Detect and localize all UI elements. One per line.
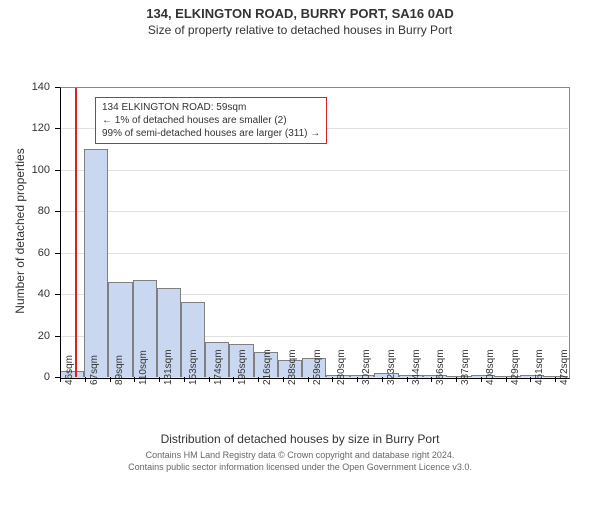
x-tick-label: 280sqm xyxy=(336,349,347,385)
x-tick-label: 366sqm xyxy=(435,349,446,385)
y-tick-mark xyxy=(55,253,60,254)
footer: Contains HM Land Registry data © Crown c… xyxy=(0,450,600,473)
y-tick-mark xyxy=(55,336,60,337)
grid-line xyxy=(60,87,568,88)
x-tick-label: 216sqm xyxy=(262,349,273,385)
y-tick-label: 120 xyxy=(25,122,50,134)
x-tick-label: 451sqm xyxy=(534,349,545,385)
grid-line xyxy=(60,170,568,171)
x-tick-label: 259sqm xyxy=(312,349,323,385)
x-tick-label: 302sqm xyxy=(361,349,372,385)
x-tick-mark xyxy=(85,377,86,382)
x-tick-label: 408sqm xyxy=(485,349,496,385)
y-tick-label: 60 xyxy=(25,247,50,259)
x-tick-mark xyxy=(308,377,309,382)
x-tick-mark xyxy=(506,377,507,382)
x-tick-mark xyxy=(407,377,408,382)
x-tick-label: 344sqm xyxy=(411,349,422,385)
x-tick-label: 323sqm xyxy=(386,349,397,385)
chart-container: 134 ELKINGTON ROAD: 59sqm← 1% of detache… xyxy=(0,37,600,432)
x-tick-mark xyxy=(357,377,358,382)
x-tick-mark xyxy=(555,377,556,382)
footer-line2: Contains public sector information licen… xyxy=(0,462,600,474)
y-tick-mark xyxy=(55,211,60,212)
x-tick-label: 46sqm xyxy=(64,355,75,385)
x-tick-mark xyxy=(209,377,210,382)
chart-title-sub: Size of property relative to detached ho… xyxy=(0,23,600,37)
chart-title-main: 134, ELKINGTON ROAD, BURRY PORT, SA16 0A… xyxy=(0,6,600,21)
footer-line1: Contains HM Land Registry data © Crown c… xyxy=(0,450,600,462)
x-tick-label: 238sqm xyxy=(287,349,298,385)
x-tick-mark xyxy=(332,377,333,382)
x-tick-label: 110sqm xyxy=(138,350,149,385)
x-tick-label: 472sqm xyxy=(559,349,570,385)
x-tick-label: 131sqm xyxy=(163,349,174,385)
x-tick-mark xyxy=(159,377,160,382)
x-tick-label: 153sqm xyxy=(188,349,199,385)
x-tick-label: 387sqm xyxy=(460,349,471,385)
y-tick-mark xyxy=(55,128,60,129)
x-tick-label: 174sqm xyxy=(213,349,224,385)
x-tick-label: 67sqm xyxy=(89,355,100,385)
y-tick-label: 140 xyxy=(25,81,50,93)
x-tick-mark xyxy=(382,377,383,382)
y-tick-label: 100 xyxy=(25,164,50,176)
x-tick-mark xyxy=(456,377,457,382)
histogram-bar xyxy=(84,149,108,377)
x-tick-label: 195sqm xyxy=(237,349,248,385)
x-tick-mark xyxy=(283,377,284,382)
marker-line xyxy=(75,87,77,377)
annotation-line: ← 1% of detached houses are smaller (2) xyxy=(102,114,320,127)
x-tick-mark xyxy=(530,377,531,382)
y-tick-label: 0 xyxy=(25,371,50,383)
x-tick-label: 429sqm xyxy=(510,349,521,385)
y-tick-label: 40 xyxy=(25,288,50,300)
x-tick-mark xyxy=(431,377,432,382)
y-tick-label: 20 xyxy=(25,330,50,342)
x-tick-mark xyxy=(481,377,482,382)
plot-area: 134 ELKINGTON ROAD: 59sqm← 1% of detache… xyxy=(60,87,568,377)
y-tick-mark xyxy=(55,87,60,88)
y-tick-mark xyxy=(55,170,60,171)
x-tick-mark xyxy=(134,377,135,382)
x-tick-mark xyxy=(258,377,259,382)
y-tick-label: 80 xyxy=(25,205,50,217)
x-tick-mark xyxy=(60,377,61,382)
grid-line xyxy=(60,253,568,254)
y-axis-title: Number of detached properties xyxy=(13,141,27,321)
annotation-line: 134 ELKINGTON ROAD: 59sqm xyxy=(102,101,320,114)
annotation-box: 134 ELKINGTON ROAD: 59sqm← 1% of detache… xyxy=(95,97,327,144)
x-axis-title: Distribution of detached houses by size … xyxy=(0,432,600,446)
x-tick-mark xyxy=(184,377,185,382)
grid-line xyxy=(60,211,568,212)
x-tick-mark xyxy=(233,377,234,382)
y-tick-mark xyxy=(55,294,60,295)
x-tick-label: 89sqm xyxy=(114,355,125,385)
annotation-line: 99% of semi-detached houses are larger (… xyxy=(102,127,320,140)
x-tick-mark xyxy=(110,377,111,382)
